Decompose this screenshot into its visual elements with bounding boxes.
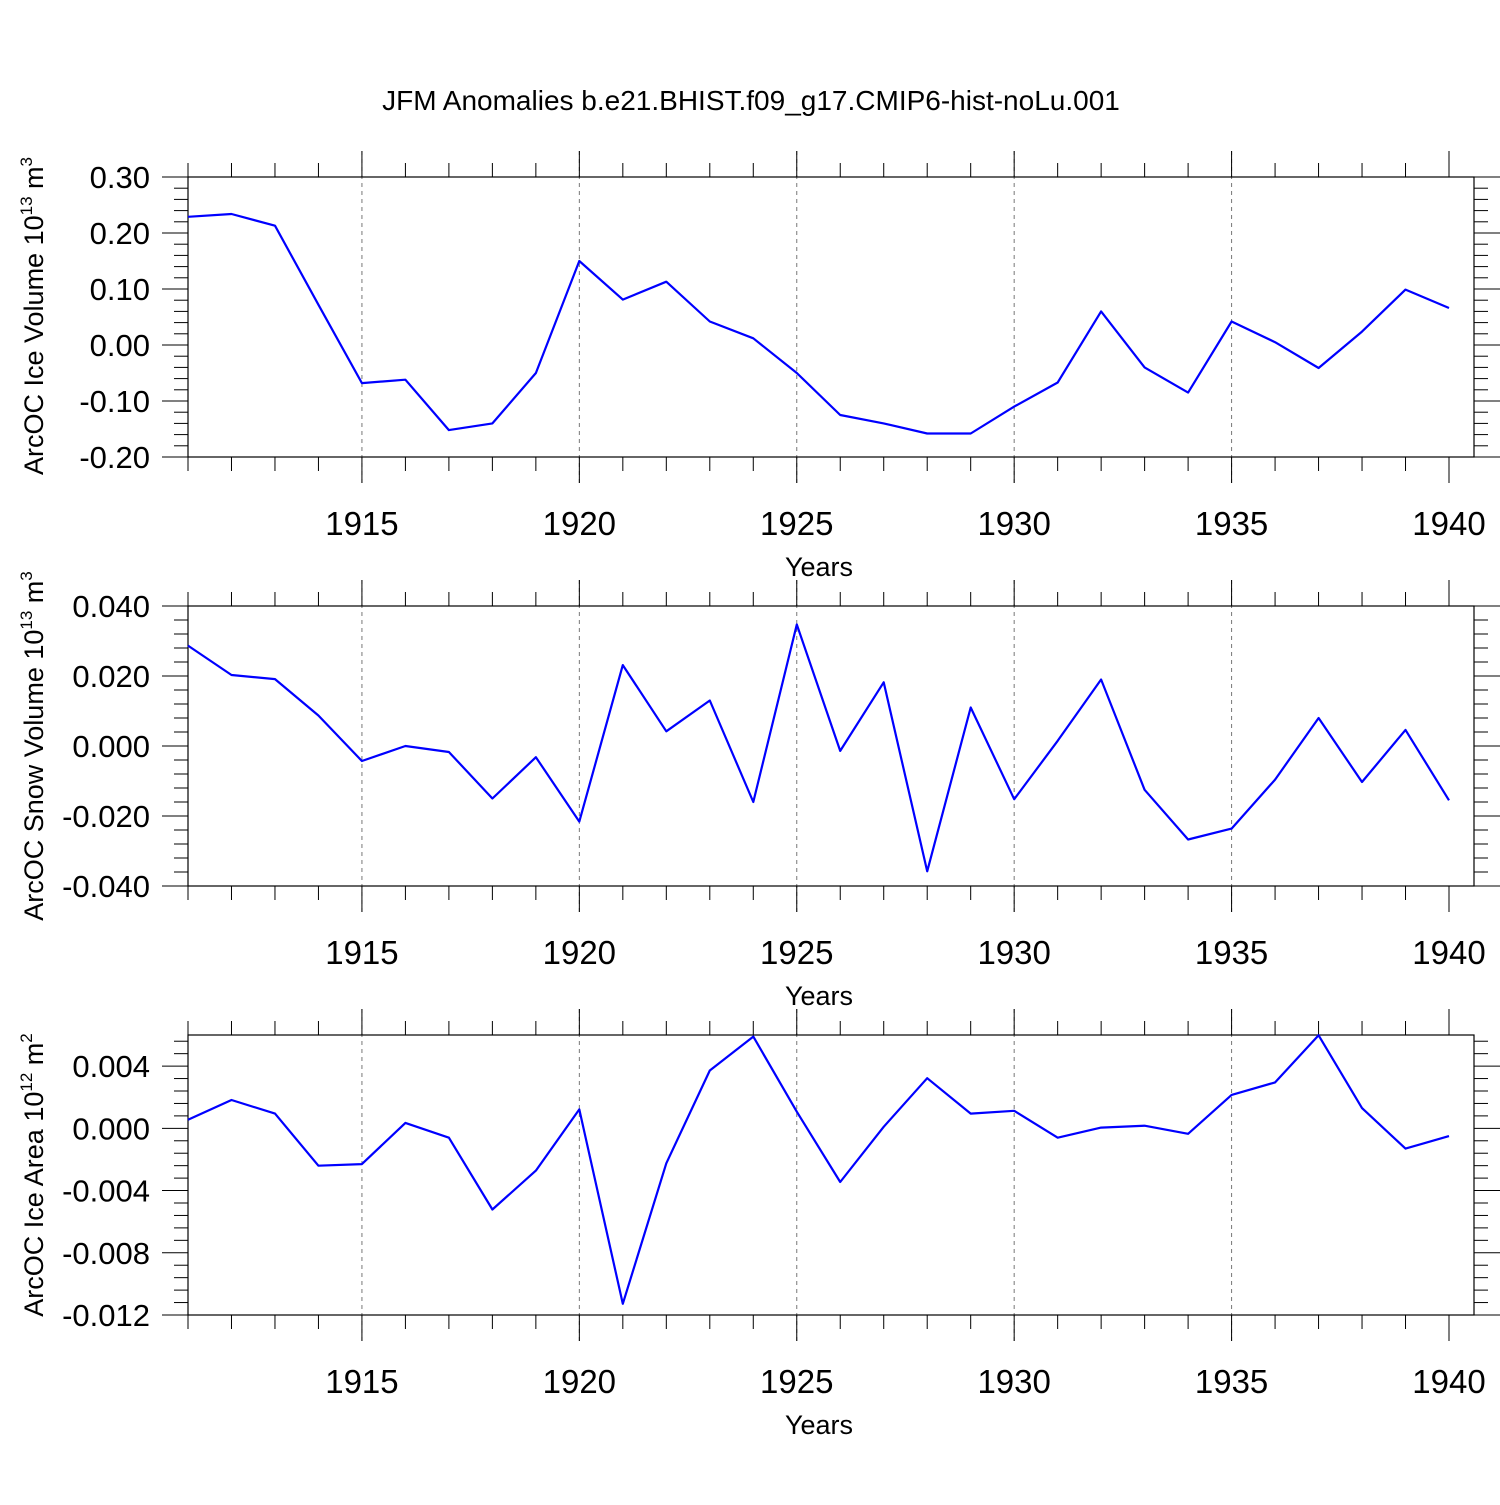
- x-tick-label: 1930: [977, 934, 1050, 971]
- x-tick-label: 1935: [1195, 505, 1268, 542]
- y-tick-label: -0.004: [62, 1174, 150, 1209]
- y-tick-label: 0.040: [72, 589, 150, 624]
- x-tick-label: 1915: [325, 1363, 398, 1400]
- x-tick-label: 1920: [543, 1363, 616, 1400]
- series-line: [187, 212, 1450, 435]
- x-tick-label: 1930: [977, 1363, 1050, 1400]
- y-tick-label: 0.20: [90, 216, 150, 251]
- x-tick-label: 1915: [325, 934, 398, 971]
- series-line: [187, 1034, 1450, 1305]
- x-tick-label: 1920: [543, 505, 616, 542]
- y-tick-label: 0.000: [72, 1111, 150, 1146]
- y-tick-label: 0.00: [90, 328, 150, 363]
- y-axis-label: ArcOC Snow Volume 1013 m3: [17, 571, 49, 921]
- x-tick-label: 1925: [760, 934, 833, 971]
- x-tick-label: 1940: [1412, 1363, 1485, 1400]
- chart-panel-1: -0.20 -0.10 0.00 0.10 0.20 0.30 1915 1920 1925 19…: [17, 151, 1500, 582]
- y-tick-label: -0.10: [79, 384, 150, 419]
- y-tick-label: -0.040: [62, 869, 150, 904]
- x-tick-label: 1935: [1195, 934, 1268, 971]
- x-axis-label: Years: [785, 552, 853, 582]
- chart-title: JFM Anomalies b.e21.BHIST.f09_g17.CMIP6-…: [382, 85, 1120, 116]
- x-tick-label: 1930: [977, 505, 1050, 542]
- x-tick-label: 1940: [1412, 505, 1485, 542]
- y-tick-label: 0.30: [90, 160, 150, 195]
- plot-frame: [187, 176, 1475, 458]
- y-tick-label: 0.000: [72, 729, 150, 764]
- x-tick-label: 1925: [760, 1363, 833, 1400]
- y-tick-label: 0.10: [90, 272, 150, 307]
- chart-panel-2: -0.040 -0.020 0.000 0.020 0.040 1915 1920 1925 1…: [17, 571, 1500, 1011]
- plot-frame: [187, 1034, 1475, 1316]
- x-axis-label: Years: [785, 1410, 853, 1440]
- y-tick-label: -0.020: [62, 799, 150, 834]
- x-tick-label: 1915: [325, 505, 398, 542]
- x-axis-label: Years: [785, 981, 853, 1011]
- y-tick-label: -0.012: [62, 1298, 150, 1333]
- y-axis-label: ArcOC Ice Area 1012 m2: [17, 1033, 49, 1317]
- y-tick-label: -0.008: [62, 1236, 150, 1271]
- x-tick-label: 1935: [1195, 1363, 1268, 1400]
- y-axis-label: ArcOC Ice Volume 1013 m3: [17, 157, 49, 475]
- series-line: [187, 623, 1450, 873]
- x-tick-label: 1920: [543, 934, 616, 971]
- x-tick-label: 1925: [760, 505, 833, 542]
- chart-panel-3: -0.012 -0.008 -0.004 0.000 0.004 1915 1920 1925…: [17, 1009, 1500, 1440]
- plot-frame: [187, 605, 1475, 887]
- y-tick-label: 0.004: [72, 1049, 150, 1084]
- y-tick-label: -0.20: [79, 440, 150, 475]
- x-tick-label: 1940: [1412, 934, 1485, 971]
- y-tick-label: 0.020: [72, 659, 150, 694]
